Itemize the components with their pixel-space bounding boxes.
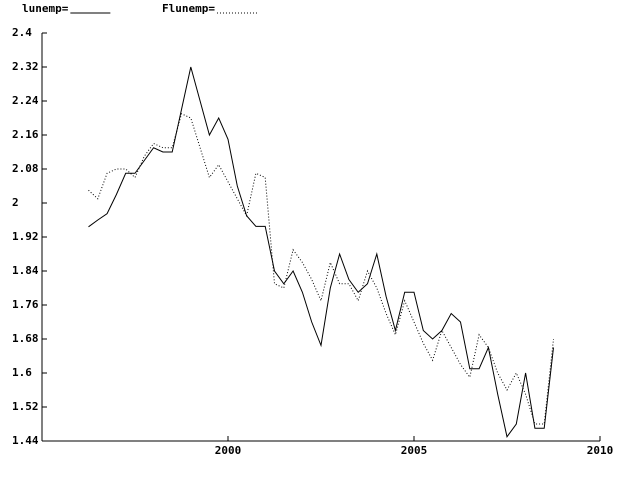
- y-tick-label: 1.84: [12, 264, 39, 277]
- y-tick-label: 1.44: [12, 434, 39, 447]
- y-tick-label: 1.6: [12, 366, 32, 379]
- y-tick-label: 1.92: [12, 230, 39, 243]
- y-tick-label: 2: [12, 196, 19, 209]
- x-tick-label: 2005: [401, 444, 428, 457]
- y-tick-label: 1.76: [12, 298, 39, 311]
- y-tick-label: 1.52: [12, 400, 39, 413]
- y-tick-label: 2.24: [12, 94, 39, 107]
- series-line: [88, 113, 554, 425]
- y-tick-label: 2.16: [12, 128, 39, 141]
- legend-label: lunemp=: [22, 2, 69, 15]
- x-tick-label: 2000: [215, 444, 242, 457]
- y-tick-label: 1.68: [12, 332, 39, 345]
- y-tick-label: 2.08: [12, 162, 39, 175]
- legend-label: Flunemp=: [162, 2, 215, 15]
- x-tick-label: 2010: [587, 444, 614, 457]
- y-tick-label: 2.32: [12, 60, 39, 73]
- y-tick-label: 2.4: [12, 26, 32, 39]
- series-line: [88, 66, 554, 438]
